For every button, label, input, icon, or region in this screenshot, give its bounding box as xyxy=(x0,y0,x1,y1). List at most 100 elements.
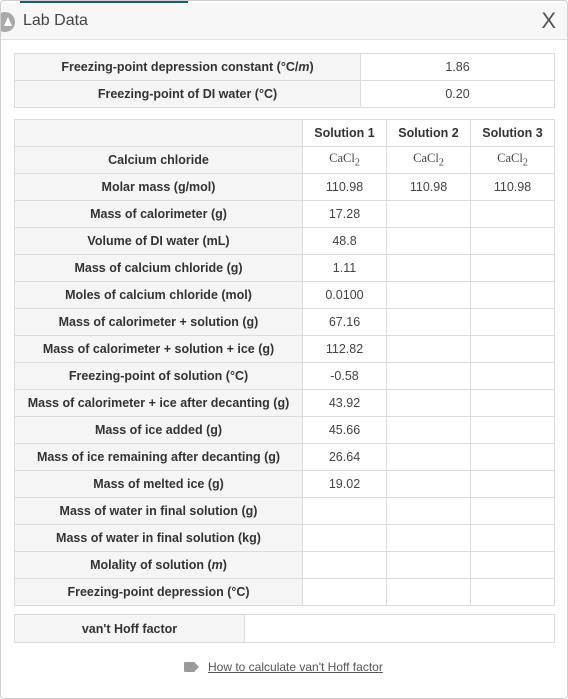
formula-row: Calcium chloride CaCl2 CaCl2 CaCl2 xyxy=(14,146,555,174)
cell-solution-3[interactable] xyxy=(470,497,555,525)
cell-solution-3[interactable] xyxy=(470,443,555,471)
row-label-text: Molality of solution ( xyxy=(90,558,212,572)
row-label: Mass of calorimeter + solution + ice (g) xyxy=(14,335,303,363)
row-label: Freezing-point of solution (°C) xyxy=(14,362,303,390)
vant-hoff-table: van't Hoff factor xyxy=(14,614,555,643)
triangle-icon xyxy=(1,12,15,32)
cell-solution-2[interactable] xyxy=(386,497,471,525)
table-row: Mass of ice added (g) 45.66 xyxy=(14,416,555,444)
cell-solution-2[interactable] xyxy=(386,524,471,552)
solutions-table: Solution 1 Solution 2 Solution 3 Calcium ch… xyxy=(14,119,555,606)
cell-solution-1: 26.64 xyxy=(302,443,387,471)
cell-solution-2[interactable] xyxy=(386,254,471,282)
row-label: Mass of calorimeter + solution (g) xyxy=(14,308,303,336)
cell-solution-1[interactable] xyxy=(302,497,387,525)
formula-subscript: 2 xyxy=(438,157,444,169)
cell-solution-3[interactable] xyxy=(470,227,555,255)
cell-solution-1[interactable] xyxy=(302,578,387,606)
cell-solution-2[interactable] xyxy=(386,362,471,390)
close-button[interactable]: X xyxy=(541,8,556,33)
row-label: Mass of water in final solution (kg) xyxy=(14,524,303,552)
cell-solution-1: 67.16 xyxy=(302,308,387,336)
vant-hoff-value[interactable] xyxy=(244,614,555,643)
formula-cell-3: CaCl2 xyxy=(470,146,555,174)
cell-solution-2[interactable] xyxy=(386,416,471,444)
row-label: Mass of calcium chloride (g) xyxy=(14,254,303,282)
formula-base: CaCl xyxy=(413,151,439,166)
row-label: Mass of calorimeter + ice after decantin… xyxy=(14,389,303,417)
formula-label: Calcium chloride xyxy=(14,146,303,174)
table-row: Mass of calorimeter + solution (g) 67.16 xyxy=(14,308,555,336)
row-label: Mass of calorimeter (g) xyxy=(14,200,303,228)
table-row: Volume of DI water (mL) 48.8 xyxy=(14,227,555,255)
header-solution-2: Solution 2 xyxy=(386,119,471,147)
vant-hoff-help-link[interactable]: How to calculate van't Hoff factor xyxy=(208,660,383,674)
help-row: How to calculate van't Hoff factor xyxy=(184,660,383,674)
cell-solution-3[interactable] xyxy=(470,578,555,606)
cell-solution-1[interactable] xyxy=(302,551,387,579)
cell-solution-3[interactable] xyxy=(470,416,555,444)
table-row: Freezing-point depression (°C) xyxy=(14,578,555,606)
table-row: Mass of calorimeter + solution + ice (g)… xyxy=(14,335,555,363)
row-label-unit: m xyxy=(211,558,223,572)
cell-solution-1: 43.92 xyxy=(302,389,387,417)
cell-solution-2[interactable] xyxy=(386,443,471,471)
cell-solution-3[interactable] xyxy=(470,281,555,309)
cell-solution-2[interactable] xyxy=(386,335,471,363)
table-row: Mass of water in final solution (kg) xyxy=(14,524,555,552)
header-row: Solution 1 Solution 2 Solution 3 xyxy=(14,119,555,147)
cell-solution-2[interactable] xyxy=(386,308,471,336)
cell-solution-1: 45.66 xyxy=(302,416,387,444)
cell-solution-1: 0.0100 xyxy=(302,281,387,309)
cell-solution-1: 110.98 xyxy=(302,173,387,201)
row-label: Freezing-point depression (°C) xyxy=(14,578,303,606)
cell-solution-2[interactable] xyxy=(386,578,471,606)
row-label: Molality of solution (m) xyxy=(14,551,303,579)
row-label: Volume of DI water (mL) xyxy=(14,227,303,255)
row-label: Mass of water in final solution (g) xyxy=(14,497,303,525)
cell-solution-1: 48.8 xyxy=(302,227,387,255)
cell-solution-3[interactable] xyxy=(470,551,555,579)
cell-solution-3[interactable] xyxy=(470,200,555,228)
table-row: Freezing-point of solution (°C) -0.58 xyxy=(14,362,555,390)
fp-water-value: 0.20 xyxy=(360,80,555,108)
cell-solution-1[interactable] xyxy=(302,524,387,552)
formula-cell-1: CaCl2 xyxy=(302,146,387,174)
cell-solution-1: 1.11 xyxy=(302,254,387,282)
cell-solution-3[interactable] xyxy=(470,524,555,552)
kf-label: Freezing-point depression constant (°C/m… xyxy=(14,53,361,81)
cell-solution-2[interactable] xyxy=(386,200,471,228)
table-row: Mass of water in final solution (g) xyxy=(14,497,555,525)
row-label: Moles of calcium chloride (mol) xyxy=(14,281,303,309)
cell-solution-3[interactable] xyxy=(470,308,555,336)
tag-icon xyxy=(184,661,200,673)
cell-solution-3[interactable] xyxy=(470,389,555,417)
cell-solution-3[interactable] xyxy=(470,335,555,363)
table-row: Moles of calcium chloride (mol) 0.0100 xyxy=(14,281,555,309)
table-row: Mass of melted ice (g) 19.02 xyxy=(14,470,555,498)
constant-row-kf: Freezing-point depression constant (°C/m… xyxy=(14,53,555,81)
active-tab-indicator xyxy=(20,1,188,4)
cell-solution-2[interactable] xyxy=(386,389,471,417)
window-title: Lab Data xyxy=(23,12,88,29)
header-solution-1: Solution 1 xyxy=(302,119,387,147)
cell-solution-2[interactable] xyxy=(386,470,471,498)
cell-solution-3[interactable] xyxy=(470,362,555,390)
kf-value: 1.86 xyxy=(360,53,555,81)
cell-solution-2[interactable] xyxy=(386,281,471,309)
table-row: Mass of calcium chloride (g) 1.11 xyxy=(14,254,555,282)
formula-base: CaCl xyxy=(497,151,523,166)
formula-cell-2: CaCl2 xyxy=(386,146,471,174)
vant-hoff-row: van't Hoff factor xyxy=(14,614,555,643)
cell-solution-3[interactable] xyxy=(470,470,555,498)
cell-solution-2[interactable] xyxy=(386,227,471,255)
row-label: Mass of ice remaining after decanting (g… xyxy=(14,443,303,471)
table-row: Mass of calorimeter (g) 17.28 xyxy=(14,200,555,228)
cell-solution-2[interactable] xyxy=(386,551,471,579)
cell-solution-1: 19.02 xyxy=(302,470,387,498)
title-bar: Lab Data X xyxy=(1,3,567,40)
table-row: Molality of solution (m) xyxy=(14,551,555,579)
header-blank xyxy=(14,119,303,147)
cell-solution-3[interactable] xyxy=(470,254,555,282)
